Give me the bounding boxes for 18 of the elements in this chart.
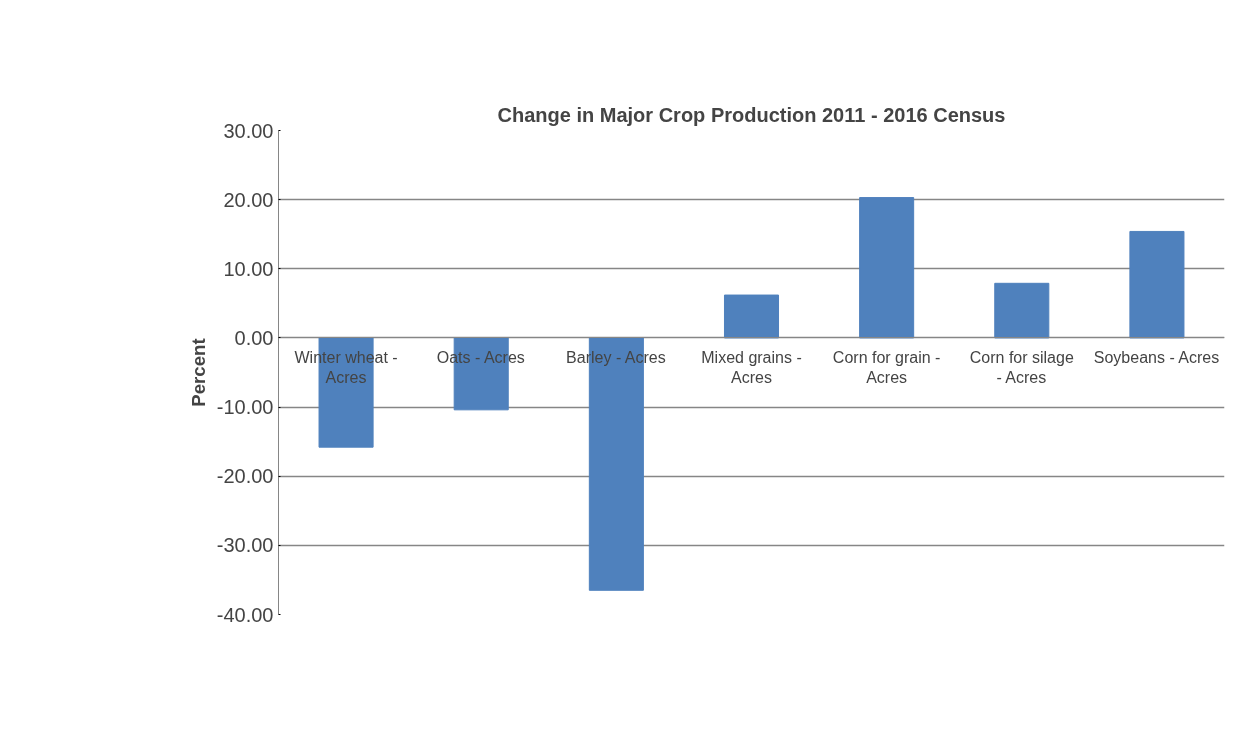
x-tick-label: Corn for silage - Acres	[969, 348, 1074, 387]
y-tick-label: 30.00	[223, 119, 274, 142]
bar	[859, 197, 915, 339]
x-tick-label: Soybeans - Acres	[1093, 348, 1220, 366]
bar	[723, 294, 780, 339]
y-tick-label: -20.00	[216, 465, 274, 488]
chart-title: Change in Major Crop Production 2011 - 2016 Census	[497, 103, 1006, 126]
x-tick-label: Corn for grain - Acres	[832, 348, 941, 387]
bar	[1129, 230, 1185, 339]
bar	[994, 282, 1050, 339]
y-tick-label: 0.00	[234, 326, 274, 349]
y-tick-label: 20.00	[223, 188, 274, 211]
y-tick-label: 10.00	[223, 257, 274, 280]
y-tick-label: -40.00	[216, 603, 274, 626]
y-axis-title: Percent	[187, 338, 209, 407]
y-tick-label: -10.00	[216, 396, 274, 419]
y-tick-label: -30.00	[216, 534, 274, 557]
x-tick-label: Mixed grains - Acres	[701, 348, 802, 387]
